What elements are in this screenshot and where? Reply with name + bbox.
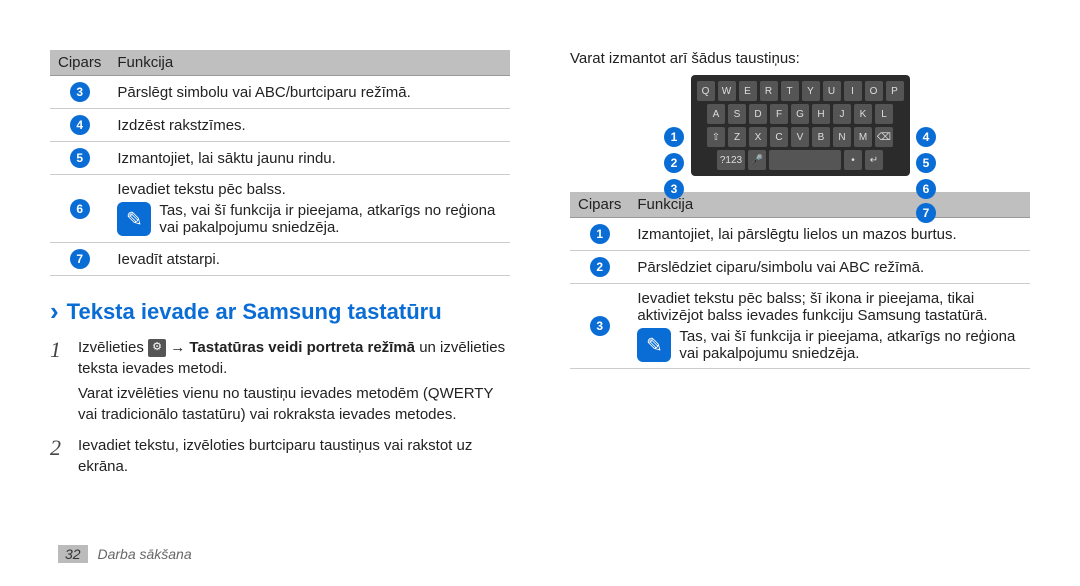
- keyboard-key: O: [865, 81, 883, 101]
- keyboard-key: ⌫: [875, 127, 893, 147]
- number-badge: 6: [70, 199, 90, 219]
- keyboard-graphic: QWERTYUIOP ASDFGHJKL ⇧ZXCVBNM⌫ ?123🎤 •↵: [691, 75, 910, 176]
- right-function-table: Cipars Funkcija 1 Izmantojiet, lai pārslē…: [570, 192, 1030, 369]
- keyboard-key: P: [886, 81, 904, 101]
- callout-badge: 6: [916, 179, 936, 199]
- col-header-funkcija-r: Funkcija: [629, 192, 1030, 218]
- step1-link: → Tastatūras veidi portreta režīmā: [170, 339, 415, 356]
- col-header-cipars: Cipars: [50, 50, 109, 76]
- keyboard-key: G: [791, 104, 809, 124]
- keyboard-key: 🎤: [748, 150, 766, 170]
- table-text-cell: Izmantojiet, lai pārslēgtu lielos un maz…: [629, 218, 1030, 251]
- section-title-text: Teksta ievade ar Samsung tastatūru: [67, 299, 442, 325]
- keyboard-key: E: [739, 81, 757, 101]
- number-badge: 7: [70, 249, 90, 269]
- keyboard-key: Z: [728, 127, 746, 147]
- keyboard-key: Y: [802, 81, 820, 101]
- note-text: Tas, vai šī funkcija ir pieejama, atkarī…: [679, 328, 1022, 362]
- table-num-cell: 3: [570, 284, 629, 369]
- table-num-cell: 2: [570, 251, 629, 284]
- keyboard-key: A: [707, 104, 725, 124]
- keyboard-key: •: [844, 150, 862, 170]
- footer-section: Darba sākšana: [97, 546, 191, 562]
- keyboard-key: H: [812, 104, 830, 124]
- table-text-cell: Ievadiet tekstu pēc balss; šī ikona ir p…: [629, 284, 1030, 369]
- note-icon: ✎: [637, 328, 671, 362]
- keyboard-key: M: [854, 127, 872, 147]
- table-text-cell: Izmantojiet, lai sāktu jaunu rindu.: [109, 142, 510, 175]
- keyboard-key: C: [770, 127, 788, 147]
- number-badge: 3: [70, 82, 90, 102]
- table-text-cell: Pārslēgt simbolu vai ABC/burtciparu režī…: [109, 76, 510, 109]
- table-num-cell: 3: [50, 76, 109, 109]
- number-badge: 4: [70, 115, 90, 135]
- col-header-funkcija: Funkcija: [109, 50, 510, 76]
- keyboard-key: X: [749, 127, 767, 147]
- callout-badge: 2: [664, 153, 684, 173]
- page-footer: 32 Darba sākšana: [58, 546, 192, 562]
- keyboard-key: S: [728, 104, 746, 124]
- right-intro-text: Varat izmantot arī šādus taustiņus:: [570, 50, 1030, 67]
- number-badge: 2: [590, 257, 610, 277]
- table-num-cell: 5: [50, 142, 109, 175]
- keyboard-key: ⇧: [707, 127, 725, 147]
- keyboard-key: F: [770, 104, 788, 124]
- callout-badge: 7: [916, 203, 936, 223]
- keyboard-key: L: [875, 104, 893, 124]
- note-icon: ✎: [117, 202, 151, 236]
- table-num-cell: 6: [50, 175, 109, 243]
- callout-badge: 1: [664, 127, 684, 147]
- right-column: Varat izmantot arī šādus taustiņus: 123 …: [570, 30, 1030, 556]
- keyboard-key: K: [854, 104, 872, 124]
- keyboard-key: Q: [697, 81, 715, 101]
- number-badge: 1: [590, 224, 610, 244]
- callout-badge: 3: [664, 179, 684, 199]
- keyboard-diagram: 123 QWERTYUIOPASDFGHJKL⇧ZXCVBNM⌫?123🎤•↵ …: [570, 75, 1030, 176]
- keyboard-key: U: [823, 81, 841, 101]
- col-header-cipars-r: Cipars: [570, 192, 629, 218]
- table-text-cell: Izdzēst rakstzīmes.: [109, 109, 510, 142]
- note-text: Tas, vai šī funkcija ir pieejama, atkarī…: [159, 202, 502, 236]
- number-badge: 3: [590, 316, 610, 336]
- table-num-cell: 7: [50, 243, 109, 276]
- number-badge: 5: [70, 148, 90, 168]
- step1-pre: Izvēlieties: [78, 339, 148, 356]
- callout-badge: 4: [916, 127, 936, 147]
- table-text-cell: Ievadīt atstarpi.: [109, 243, 510, 276]
- steps-list: Izvēlieties ⚙ → Tastatūras veidi portret…: [50, 337, 510, 477]
- keyboard-key: T: [781, 81, 799, 101]
- keyboard-key: B: [812, 127, 830, 147]
- keyboard-key: D: [749, 104, 767, 124]
- keyboard-key: V: [791, 127, 809, 147]
- keyboard-key: I: [844, 81, 862, 101]
- keyboard-key: J: [833, 104, 851, 124]
- keyboard-key: N: [833, 127, 851, 147]
- left-function-table: Cipars Funkcija 3 Pārslēgt simbolu vai AB…: [50, 50, 510, 276]
- callout-badge: 5: [916, 153, 936, 173]
- step-1: Izvēlieties ⚙ → Tastatūras veidi portret…: [50, 337, 510, 425]
- step1-extra: Varat izvēlēties vienu no taustiņu ievad…: [78, 383, 510, 425]
- left-column: Cipars Funkcija 3 Pārslēgt simbolu vai AB…: [50, 30, 510, 556]
- keyboard-key: [769, 150, 841, 170]
- table-text-cell: Ievadiet tekstu pēc balss.✎Tas, vai šī f…: [109, 175, 510, 243]
- section-heading: Teksta ievade ar Samsung tastatūru: [50, 296, 510, 327]
- page-number: 32: [58, 545, 88, 563]
- step-2: Ievadiet tekstu, izvēloties burtciparu t…: [50, 435, 510, 477]
- settings-key-icon: ⚙: [148, 339, 166, 357]
- table-num-cell: 4: [50, 109, 109, 142]
- keyboard-key: R: [760, 81, 778, 101]
- step2-text: Ievadiet tekstu, izvēloties burtciparu t…: [78, 437, 472, 475]
- table-num-cell: 1: [570, 218, 629, 251]
- keyboard-key: W: [718, 81, 736, 101]
- table-text-cell: Pārslēdziet ciparu/simbolu vai ABC režīm…: [629, 251, 1030, 284]
- keyboard-key: ↵: [865, 150, 883, 170]
- keyboard-key: ?123: [717, 150, 745, 170]
